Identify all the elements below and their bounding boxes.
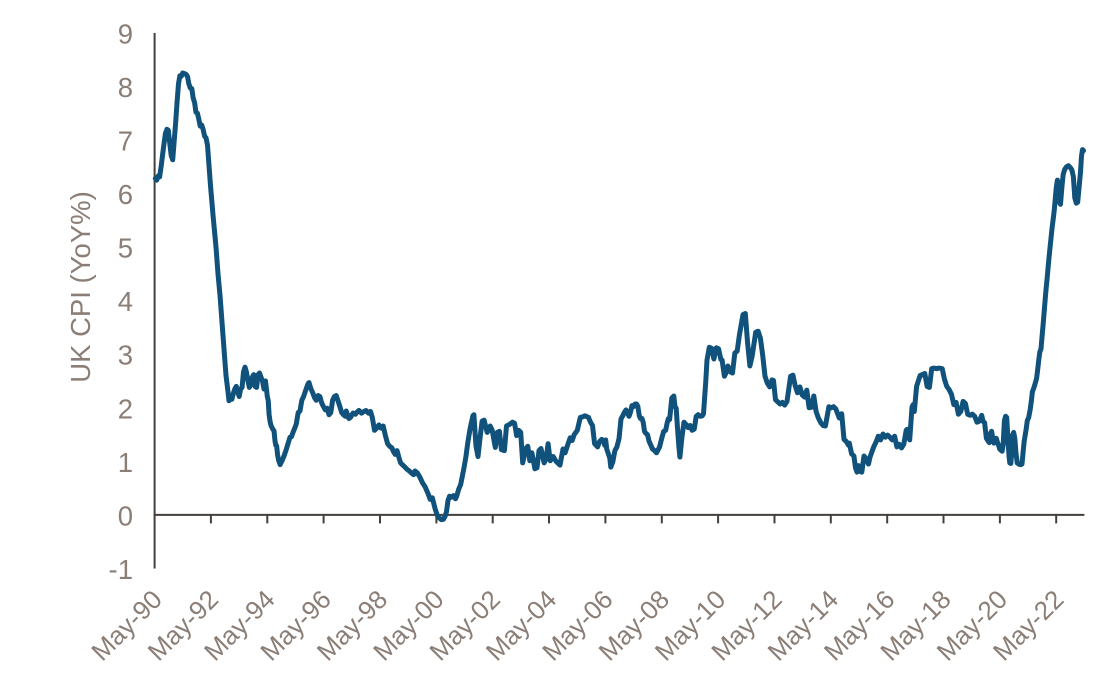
svg-text:6: 6	[118, 179, 133, 210]
svg-text:-1: -1	[109, 554, 133, 585]
svg-text:5: 5	[118, 233, 133, 264]
svg-text:9: 9	[118, 18, 133, 49]
svg-text:0: 0	[118, 500, 133, 531]
svg-text:8: 8	[118, 72, 133, 103]
svg-text:4: 4	[118, 286, 133, 317]
svg-text:2: 2	[118, 393, 133, 424]
svg-text:3: 3	[118, 340, 133, 371]
svg-text:1: 1	[118, 447, 133, 478]
svg-text:7: 7	[118, 126, 133, 157]
svg-text:UK CPI (YoY%): UK CPI (YoY%)	[65, 191, 96, 383]
